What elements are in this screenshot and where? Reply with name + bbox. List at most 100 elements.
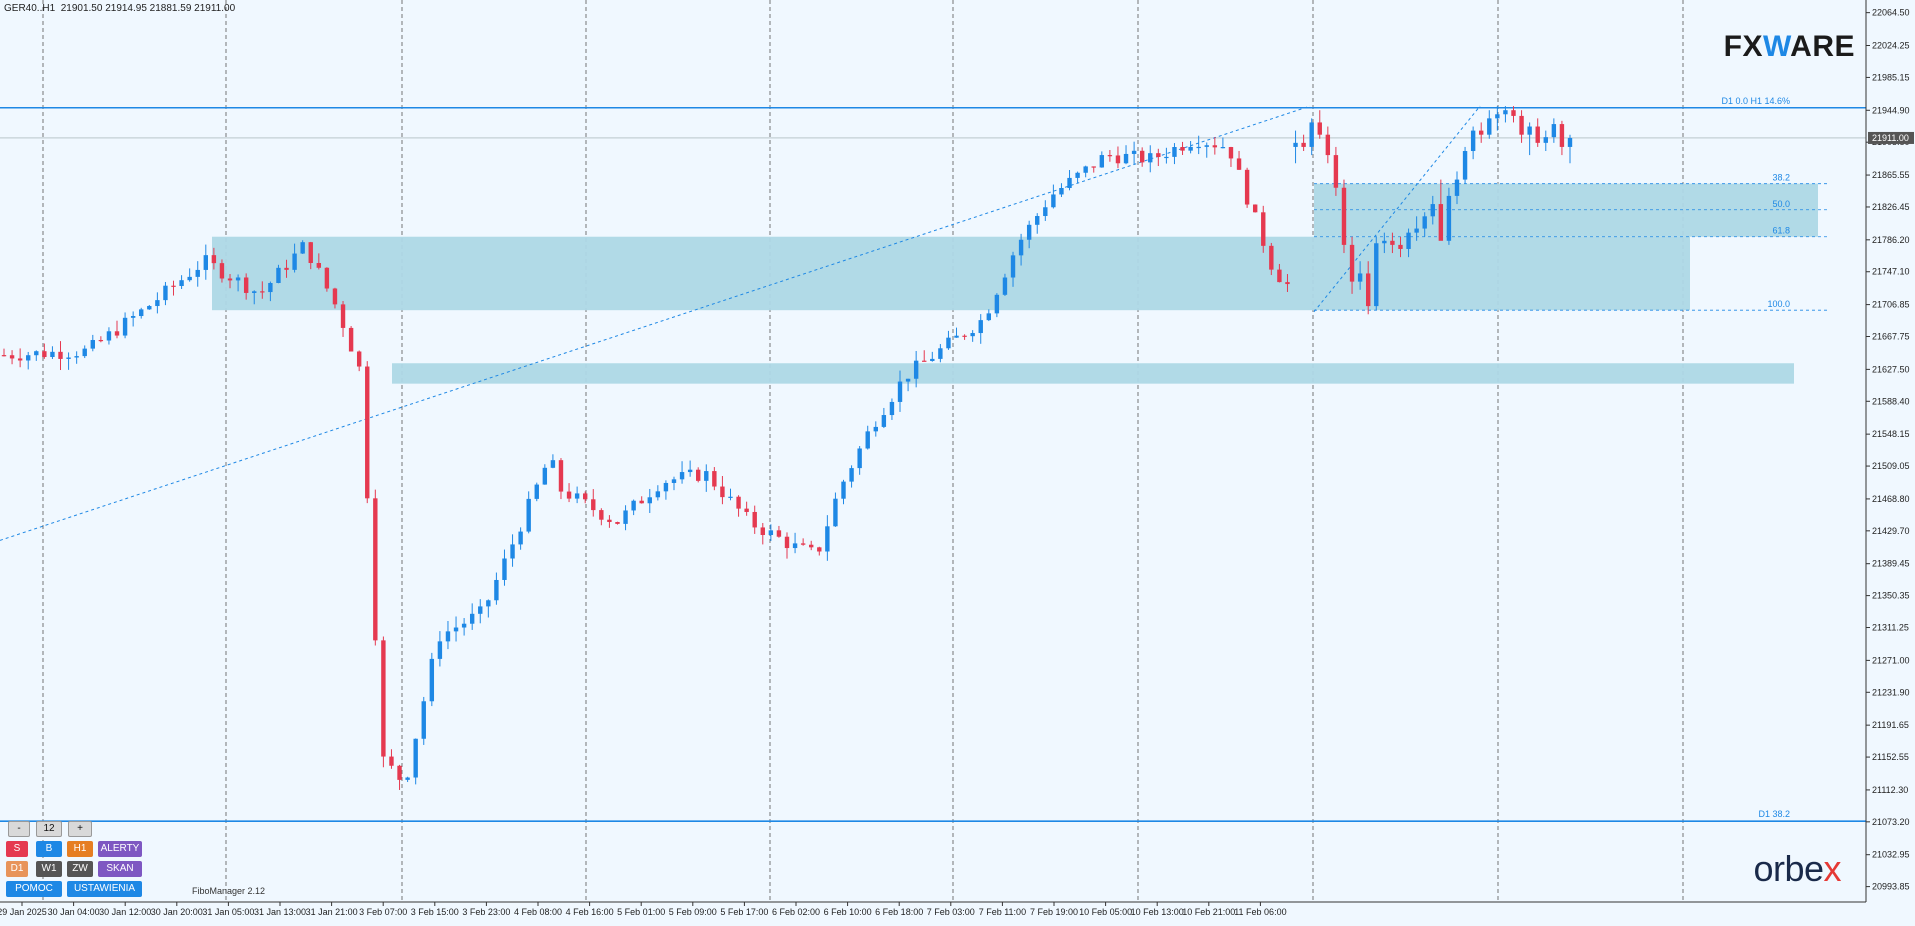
- candle-body: [1406, 232, 1411, 249]
- price-tick-label: 21191.65: [1872, 720, 1909, 730]
- candle-body: [760, 527, 765, 535]
- time-tick-label: 29 Jan 2025: [0, 907, 47, 917]
- sell-button[interactable]: S: [6, 841, 28, 857]
- candle-body: [1099, 155, 1105, 168]
- candle-body: [946, 337, 951, 349]
- candle-body: [1204, 145, 1209, 147]
- time-tick-label: 3 Feb 23:00: [462, 907, 510, 917]
- price-tick-label: 21985.15: [1872, 72, 1910, 82]
- candle-body: [1454, 179, 1460, 196]
- candle-body: [187, 276, 192, 281]
- time-tick-label: 3 Feb 07:00: [359, 907, 407, 917]
- price-tick-label: 21468.80: [1872, 494, 1910, 504]
- candle-body: [324, 267, 330, 289]
- candle-body: [631, 500, 636, 511]
- price-tick-label: 21667.75: [1872, 332, 1910, 342]
- h1-button[interactable]: H1: [67, 841, 93, 857]
- zoom-in-button[interactable]: +: [68, 821, 92, 837]
- candle-body: [340, 304, 346, 328]
- alerts-button[interactable]: ALERTY: [98, 841, 142, 857]
- candle-body: [671, 479, 677, 483]
- candle-body: [211, 255, 217, 264]
- candle-body: [647, 497, 652, 504]
- candle-body: [413, 738, 418, 778]
- d1-button[interactable]: D1: [6, 861, 28, 877]
- candle-body: [421, 701, 426, 739]
- candle-body: [986, 313, 992, 321]
- price-tick-label: 21152.55: [1872, 752, 1909, 762]
- candle-body: [1495, 114, 1500, 119]
- fibo-level-label: D1 38.2: [1758, 809, 1790, 819]
- candle-body: [469, 613, 475, 624]
- candle-body: [1309, 122, 1314, 147]
- candle-body: [1026, 224, 1032, 240]
- time-tick-label: 10 Feb 13:00: [1131, 907, 1184, 917]
- candle-body: [1244, 169, 1250, 205]
- candle-body: [1470, 130, 1476, 152]
- symbol-label: GER40..H1: [4, 3, 56, 14]
- candle-body: [106, 331, 112, 341]
- price-tick-label: 21548.15: [1872, 429, 1910, 439]
- candle-body: [905, 378, 911, 382]
- time-tick-label: 7 Feb 11:00: [979, 907, 1026, 917]
- candle-body: [1, 355, 7, 357]
- candle-body: [26, 355, 31, 361]
- candle-body: [42, 351, 47, 358]
- zoom-level[interactable]: 12: [36, 821, 62, 837]
- price-tick-label: 21389.45: [1872, 559, 1910, 569]
- zoom-out-button[interactable]: -: [8, 821, 30, 837]
- candle-body: [486, 600, 491, 607]
- candle-body: [300, 242, 305, 254]
- candle-body: [227, 278, 233, 281]
- trend-line: [1313, 105, 1481, 313]
- candle-body: [1293, 142, 1298, 147]
- buy-button[interactable]: B: [36, 841, 62, 857]
- w1-button[interactable]: W1: [36, 861, 62, 877]
- candle-body: [1325, 134, 1331, 156]
- candle-body: [98, 339, 104, 342]
- candle-body: [728, 496, 733, 498]
- candle-body: [687, 469, 693, 473]
- candle-body: [800, 543, 806, 545]
- candle-body: [930, 358, 935, 361]
- time-tick-label: 5 Feb 01:00: [617, 907, 665, 917]
- candle-body: [195, 269, 200, 277]
- candle-body: [252, 291, 257, 293]
- candle-body: [978, 320, 983, 334]
- candle-body: [663, 482, 669, 492]
- time-tick-label: 30 Jan 12:00: [99, 907, 151, 917]
- candle-body: [478, 606, 483, 614]
- candle-body: [1139, 150, 1145, 163]
- candle-body: [292, 253, 297, 270]
- candle-body: [696, 469, 701, 481]
- candle-body: [1341, 187, 1347, 245]
- candle-body: [308, 242, 313, 264]
- orbex-logo: orbex: [1753, 848, 1841, 889]
- zw-button[interactable]: ZW: [67, 861, 93, 877]
- candle-body: [841, 481, 846, 499]
- candle-body: [276, 267, 281, 283]
- candle-body: [970, 333, 975, 337]
- candle-body: [1511, 110, 1516, 116]
- settings-button[interactable]: USTAWIENIA: [67, 881, 142, 897]
- candle-body: [1002, 277, 1008, 295]
- candle-body: [1430, 204, 1435, 217]
- time-tick-label: 30 Jan 20:00: [151, 907, 203, 917]
- ohlc-values: 21901.50 21914.95 21881.59 21911.00: [60, 3, 236, 14]
- candle-body: [389, 756, 394, 766]
- candle-body: [1067, 177, 1072, 189]
- candle-body: [1487, 118, 1492, 135]
- help-button[interactable]: POMOC: [6, 881, 62, 897]
- candle-body: [889, 401, 895, 416]
- candle-body: [1091, 166, 1096, 168]
- candle-body: [558, 460, 564, 492]
- candle-body: [1374, 243, 1379, 307]
- candle-body: [1196, 146, 1201, 149]
- candle-body: [1422, 216, 1427, 229]
- fib-retracement-label: 50.0: [1772, 199, 1790, 209]
- candle-body: [825, 526, 830, 552]
- candle-body: [405, 777, 410, 780]
- scan-button[interactable]: SKAN: [98, 861, 142, 877]
